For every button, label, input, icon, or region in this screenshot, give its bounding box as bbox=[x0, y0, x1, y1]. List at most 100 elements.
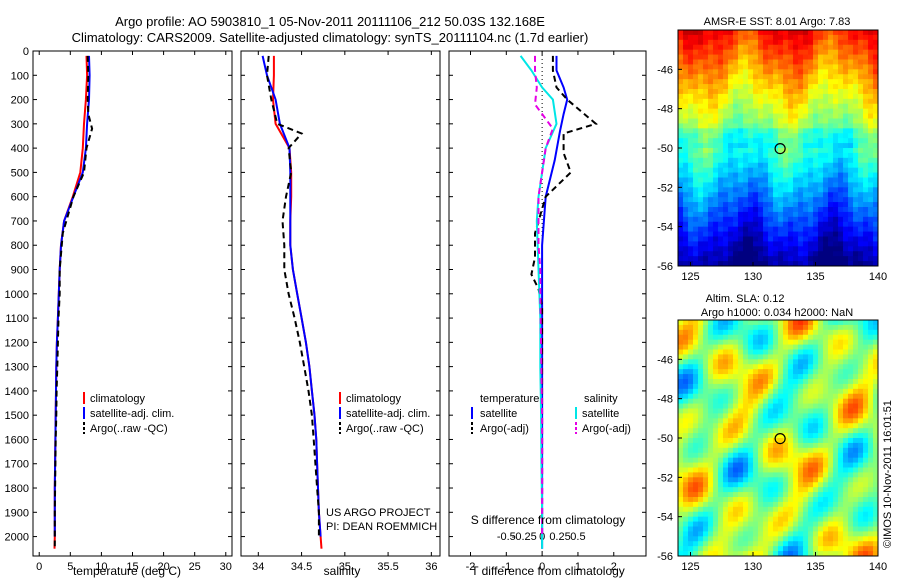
map-cell bbox=[678, 383, 684, 390]
map-cell bbox=[818, 320, 824, 326]
map-cell bbox=[783, 162, 789, 169]
map-cell bbox=[703, 452, 709, 459]
map-cell bbox=[718, 541, 724, 547]
map-cell bbox=[788, 148, 794, 154]
map-cell bbox=[803, 413, 809, 419]
map-cell bbox=[748, 162, 754, 169]
map-cell bbox=[848, 452, 854, 459]
map-cell bbox=[783, 472, 789, 478]
map-cell bbox=[748, 64, 754, 70]
map-cell bbox=[783, 329, 789, 336]
map-cell bbox=[718, 93, 724, 100]
map-cell bbox=[753, 54, 759, 61]
map-cell bbox=[873, 241, 878, 247]
map-cell bbox=[803, 393, 809, 400]
map-cell bbox=[678, 108, 684, 115]
map-cell bbox=[818, 511, 824, 518]
map-cell bbox=[823, 349, 829, 356]
map-cell bbox=[713, 438, 719, 444]
map-cell bbox=[743, 30, 749, 36]
map-cell bbox=[813, 349, 819, 356]
map-cell bbox=[773, 349, 779, 356]
map-cell bbox=[858, 462, 864, 469]
map-cell bbox=[808, 162, 814, 169]
map-cell bbox=[808, 157, 814, 164]
map-cell bbox=[873, 197, 878, 203]
map-cell bbox=[738, 246, 744, 252]
map-cell bbox=[788, 74, 794, 80]
map-cell bbox=[713, 462, 719, 469]
map-cell bbox=[753, 207, 759, 213]
map-cell bbox=[693, 492, 699, 498]
map-cell bbox=[748, 551, 754, 556]
map-cell bbox=[693, 334, 699, 341]
map-cell bbox=[868, 521, 874, 528]
map-cell bbox=[708, 172, 714, 179]
map-cell bbox=[803, 216, 809, 223]
map-cell bbox=[788, 49, 794, 56]
map-cell bbox=[833, 251, 839, 257]
map-cell bbox=[808, 324, 814, 331]
map-cell bbox=[783, 393, 789, 400]
map-cell bbox=[823, 226, 829, 233]
map-cell bbox=[738, 344, 744, 351]
map-cell bbox=[823, 438, 829, 444]
map-cell bbox=[723, 482, 729, 488]
map-cell bbox=[868, 103, 874, 110]
map-cell bbox=[763, 162, 769, 169]
map-cell bbox=[808, 334, 814, 341]
map-cell bbox=[743, 521, 749, 528]
map-cell bbox=[678, 74, 684, 80]
map-cell bbox=[753, 152, 759, 159]
map-cell bbox=[683, 261, 689, 266]
map-cell bbox=[803, 128, 809, 134]
map-cell bbox=[768, 506, 774, 513]
map-cell bbox=[678, 433, 684, 439]
map-cell bbox=[813, 457, 819, 464]
map-cell bbox=[818, 84, 824, 90]
map-cell bbox=[813, 207, 819, 213]
map-cell bbox=[693, 359, 699, 365]
map-cell bbox=[778, 34, 784, 41]
map-cell bbox=[833, 128, 839, 134]
map-cell bbox=[678, 221, 684, 228]
map-cell bbox=[828, 511, 834, 518]
map-cell bbox=[693, 433, 699, 439]
map-cell bbox=[708, 251, 714, 257]
map-cell bbox=[843, 79, 849, 85]
map-cell bbox=[863, 521, 869, 528]
map-cell bbox=[848, 226, 854, 233]
map-cell bbox=[728, 536, 734, 542]
map-cell bbox=[848, 526, 854, 533]
map-cell bbox=[763, 211, 769, 218]
map-cell bbox=[763, 187, 769, 193]
map-cell bbox=[798, 339, 804, 346]
map-cell bbox=[833, 497, 839, 503]
map-cell bbox=[813, 236, 819, 243]
map-cell bbox=[873, 383, 878, 390]
map-cell bbox=[778, 182, 784, 188]
map-cell bbox=[708, 54, 714, 61]
map-cell bbox=[773, 261, 779, 266]
map-cell bbox=[703, 388, 709, 395]
salinity-legend: climatology satellite-adj. clim. Argo(..… bbox=[326, 392, 437, 533]
map-cell bbox=[718, 216, 724, 223]
map-cell bbox=[858, 118, 864, 125]
map-cell bbox=[843, 403, 849, 410]
y-tick-label: -48 bbox=[657, 394, 673, 406]
map-cell bbox=[758, 241, 764, 247]
map-cell bbox=[688, 472, 694, 478]
map-cell bbox=[808, 113, 814, 120]
map-cell bbox=[693, 339, 699, 346]
map-cell bbox=[738, 148, 744, 154]
y-tick-label: 700 bbox=[11, 216, 29, 228]
map-cell bbox=[723, 34, 729, 41]
map-cell bbox=[838, 418, 844, 424]
map-cell bbox=[678, 236, 684, 243]
map-cell bbox=[873, 246, 878, 252]
map-cell bbox=[798, 162, 804, 169]
map-cell bbox=[708, 339, 714, 346]
map-cell bbox=[838, 246, 844, 252]
map-cell bbox=[743, 339, 749, 346]
map-cell bbox=[813, 482, 819, 488]
